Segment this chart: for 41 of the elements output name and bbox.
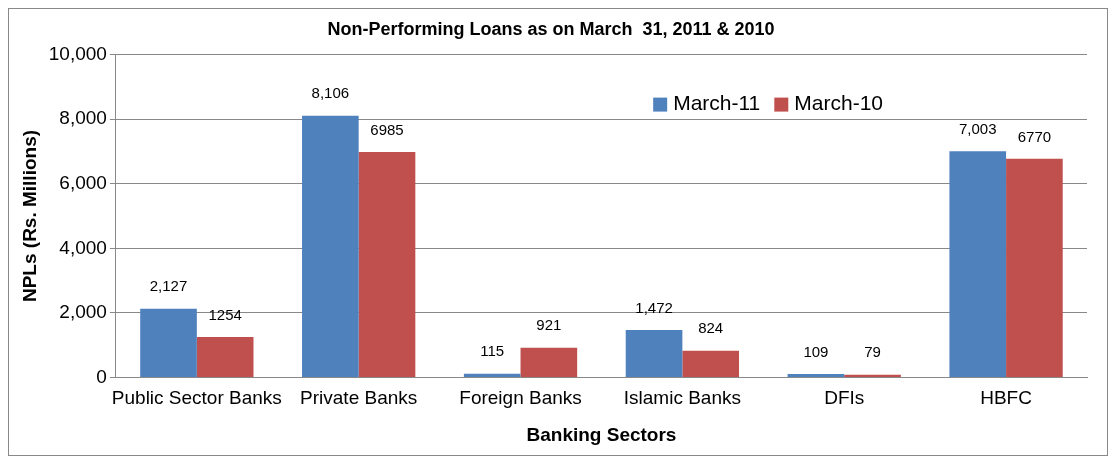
bar <box>520 347 578 377</box>
bar <box>787 373 845 377</box>
data-label: 824 <box>698 319 724 337</box>
x-tick-label: Islamic Banks <box>623 387 741 409</box>
bar <box>949 151 1007 377</box>
data-label: 6770 <box>1017 127 1052 145</box>
data-label: 6985 <box>370 120 404 138</box>
y-axis-title: NPLs (Rs. Millions) <box>18 129 40 303</box>
data-label: 1,472 <box>635 298 673 316</box>
bar <box>463 373 521 377</box>
bar <box>302 115 359 377</box>
x-tick-label: HBFC <box>980 387 1032 409</box>
bar <box>196 336 254 377</box>
x-tick-label: Private Banks <box>300 387 418 409</box>
chart-title: Non-Performing Loans as on March 31, 2011 & 2010 <box>327 18 775 39</box>
legend-label: March-11 <box>673 91 761 115</box>
bar <box>625 329 683 377</box>
y-tick-label: 10,000 <box>48 42 107 64</box>
bar <box>682 350 740 377</box>
data-label: 1254 <box>208 305 242 323</box>
bar <box>1006 158 1063 377</box>
legend-label: March-10 <box>794 91 884 115</box>
data-label: 115 <box>480 342 505 360</box>
x-tick-label: Foreign Banks <box>459 387 582 409</box>
y-tick-label: 6,000 <box>59 171 107 193</box>
y-tick-label: 4,000 <box>59 236 107 258</box>
data-label: 2,127 <box>149 277 188 295</box>
data-label: 79 <box>864 343 881 361</box>
data-label: 7,003 <box>958 119 997 137</box>
data-label: 8,106 <box>311 84 350 102</box>
bar <box>358 151 416 377</box>
bar <box>844 374 901 377</box>
x-axis-title: Banking Sectors <box>526 423 677 445</box>
bar <box>140 308 197 377</box>
y-tick-label: 8,000 <box>59 107 107 129</box>
x-tick-label: DFIs <box>824 387 865 409</box>
x-tick-label: Public Sector Banks <box>111 387 282 409</box>
data-label: 921 <box>536 316 562 334</box>
y-tick-label: 0 <box>96 365 107 387</box>
y-tick-label: 2,000 <box>59 301 107 323</box>
data-label: 109 <box>803 342 829 360</box>
